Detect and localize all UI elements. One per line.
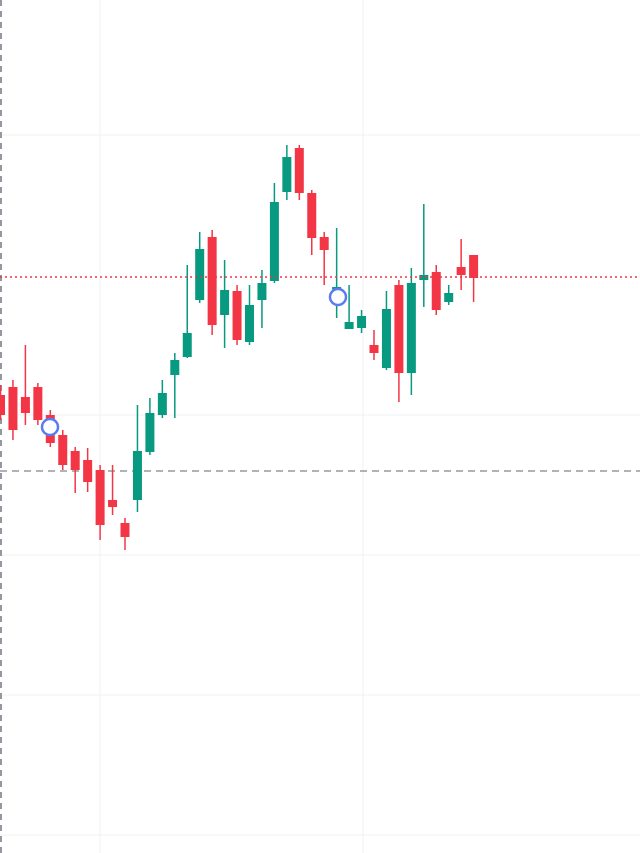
candle-body bbox=[120, 523, 130, 537]
candle-body bbox=[95, 470, 105, 525]
candle-body bbox=[357, 316, 367, 328]
candle-body bbox=[406, 283, 416, 373]
marker bbox=[328, 287, 348, 307]
candle-body bbox=[469, 255, 479, 278]
candle-body bbox=[257, 283, 267, 300]
candle-body bbox=[170, 360, 180, 375]
candle-body bbox=[195, 249, 205, 300]
candle-body bbox=[132, 451, 142, 500]
candle-body bbox=[20, 397, 30, 413]
candle-body bbox=[108, 500, 118, 507]
candle-body bbox=[294, 148, 304, 193]
candle-body bbox=[381, 309, 391, 368]
candle-body bbox=[245, 305, 254, 342]
marker bbox=[40, 417, 60, 437]
candle-body bbox=[456, 267, 466, 275]
candle-body bbox=[431, 272, 441, 310]
candle-body bbox=[269, 202, 279, 281]
candle-body bbox=[70, 451, 80, 470]
candle-body bbox=[58, 435, 68, 465]
candle-body bbox=[182, 333, 192, 357]
candle-body bbox=[344, 322, 354, 329]
candle-body bbox=[419, 275, 429, 280]
candle-body bbox=[145, 413, 155, 452]
candle-body bbox=[444, 293, 454, 302]
candle-body bbox=[319, 237, 329, 250]
candle-body bbox=[83, 460, 93, 482]
candle-body bbox=[232, 291, 242, 340]
candle-body bbox=[8, 387, 18, 430]
candle-body bbox=[0, 395, 5, 415]
candle-body bbox=[207, 237, 217, 325]
candle-body bbox=[220, 290, 230, 315]
candle-body bbox=[394, 285, 404, 373]
candle-body bbox=[369, 345, 379, 353]
candle-body bbox=[33, 387, 43, 420]
candle-body bbox=[282, 157, 292, 192]
candle-body bbox=[307, 193, 317, 238]
candle-body bbox=[157, 393, 167, 415]
